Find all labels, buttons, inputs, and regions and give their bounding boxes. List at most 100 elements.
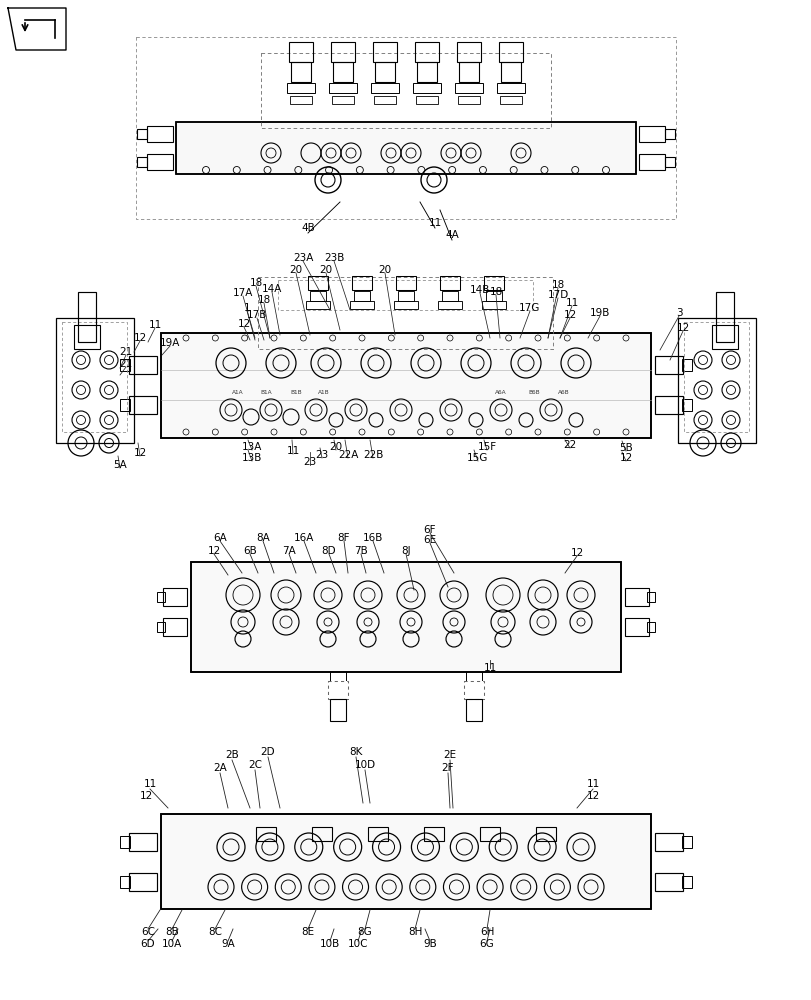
Bar <box>310 291 325 301</box>
Text: 11: 11 <box>564 298 578 308</box>
Text: 8B: 8B <box>165 927 178 937</box>
Text: 4B: 4B <box>301 223 315 233</box>
Bar <box>681 836 691 848</box>
Text: 15F: 15F <box>477 442 496 452</box>
Text: 11: 11 <box>144 779 157 789</box>
Text: 12: 12 <box>139 791 152 801</box>
Text: 13B: 13B <box>242 453 262 463</box>
Bar <box>624 618 648 636</box>
Bar <box>289 42 312 62</box>
Text: 18: 18 <box>257 295 270 305</box>
Text: 23A: 23A <box>293 253 313 263</box>
Text: 8K: 8K <box>349 747 363 757</box>
Text: 23B: 23B <box>324 253 344 263</box>
Text: 19B: 19B <box>589 308 609 318</box>
Bar <box>56 318 134 442</box>
Bar <box>482 301 505 309</box>
Text: 12: 12 <box>237 319 251 329</box>
Bar <box>354 291 370 301</box>
Bar <box>290 62 311 82</box>
Text: A6A: A6A <box>495 390 506 395</box>
Text: 4A: 4A <box>444 230 458 240</box>
Text: 11: 11 <box>286 446 299 456</box>
Text: 18: 18 <box>551 280 564 290</box>
Text: 6D: 6D <box>140 939 155 949</box>
Text: 22A: 22A <box>337 450 358 460</box>
Bar <box>329 699 345 721</box>
Bar <box>535 827 556 841</box>
Text: 8F: 8F <box>337 533 350 543</box>
Text: 2C: 2C <box>247 760 262 770</box>
Text: 20: 20 <box>289 265 303 275</box>
Bar <box>311 827 332 841</box>
Text: B1A: B1A <box>260 390 272 395</box>
Text: 9B: 9B <box>423 939 436 949</box>
Text: 12: 12 <box>563 310 576 320</box>
Bar <box>454 83 483 93</box>
Bar <box>415 96 437 104</box>
Bar <box>483 276 504 290</box>
Text: A1A: A1A <box>232 390 243 395</box>
Bar <box>664 157 674 167</box>
Bar <box>371 83 398 93</box>
Text: 2D: 2D <box>260 747 275 757</box>
Text: A1B: A1B <box>318 390 329 395</box>
Text: B1B: B1B <box>290 390 302 395</box>
Text: 12: 12 <box>133 448 147 458</box>
Text: 14B: 14B <box>470 285 490 295</box>
Bar <box>654 396 682 414</box>
Text: 5B: 5B <box>618 443 632 453</box>
Bar <box>681 359 691 371</box>
Bar <box>129 356 157 374</box>
Text: 8A: 8A <box>255 533 269 543</box>
Text: 8D: 8D <box>321 546 336 556</box>
Bar <box>486 291 501 301</box>
Bar <box>441 291 457 301</box>
Text: 9A: 9A <box>221 939 234 949</box>
Bar <box>120 399 130 411</box>
Bar <box>161 332 650 438</box>
Text: 6H: 6H <box>479 927 494 937</box>
Bar <box>646 592 654 602</box>
Text: 2B: 2B <box>225 750 238 760</box>
Text: 10B: 10B <box>320 939 340 949</box>
Text: 11: 11 <box>148 320 161 330</box>
Text: 7A: 7A <box>281 546 295 556</box>
Text: 10D: 10D <box>354 760 375 770</box>
Text: 6F: 6F <box>423 525 436 535</box>
Text: 14A: 14A <box>261 284 282 294</box>
Text: 18: 18 <box>249 278 262 288</box>
Bar <box>176 122 635 174</box>
Text: 20: 20 <box>329 442 342 452</box>
Text: B6B: B6B <box>527 390 539 395</box>
Text: 17A: 17A <box>233 288 253 298</box>
Text: 20: 20 <box>378 265 391 275</box>
Text: 17G: 17G <box>519 303 540 313</box>
Bar <box>423 827 444 841</box>
Bar <box>499 42 522 62</box>
Bar <box>372 42 397 62</box>
Text: 8G: 8G <box>357 927 372 937</box>
Text: 20: 20 <box>319 265 333 275</box>
Bar <box>147 154 173 170</box>
Text: 5A: 5A <box>113 460 127 470</box>
Bar <box>457 96 479 104</box>
Bar <box>129 873 157 891</box>
Bar <box>396 276 415 290</box>
Text: 13A: 13A <box>242 442 262 452</box>
Bar <box>417 62 436 82</box>
Text: 7B: 7B <box>354 546 367 556</box>
Text: A6B: A6B <box>557 390 569 395</box>
Bar <box>147 126 173 142</box>
Bar <box>457 42 480 62</box>
Bar <box>161 332 650 438</box>
Text: 23: 23 <box>303 457 316 467</box>
Text: 19A: 19A <box>160 338 180 348</box>
Bar <box>163 588 187 606</box>
Bar <box>414 42 439 62</box>
Bar <box>367 827 388 841</box>
Bar <box>137 157 147 167</box>
Bar <box>440 276 460 290</box>
Bar <box>306 301 329 309</box>
Bar <box>496 83 525 93</box>
